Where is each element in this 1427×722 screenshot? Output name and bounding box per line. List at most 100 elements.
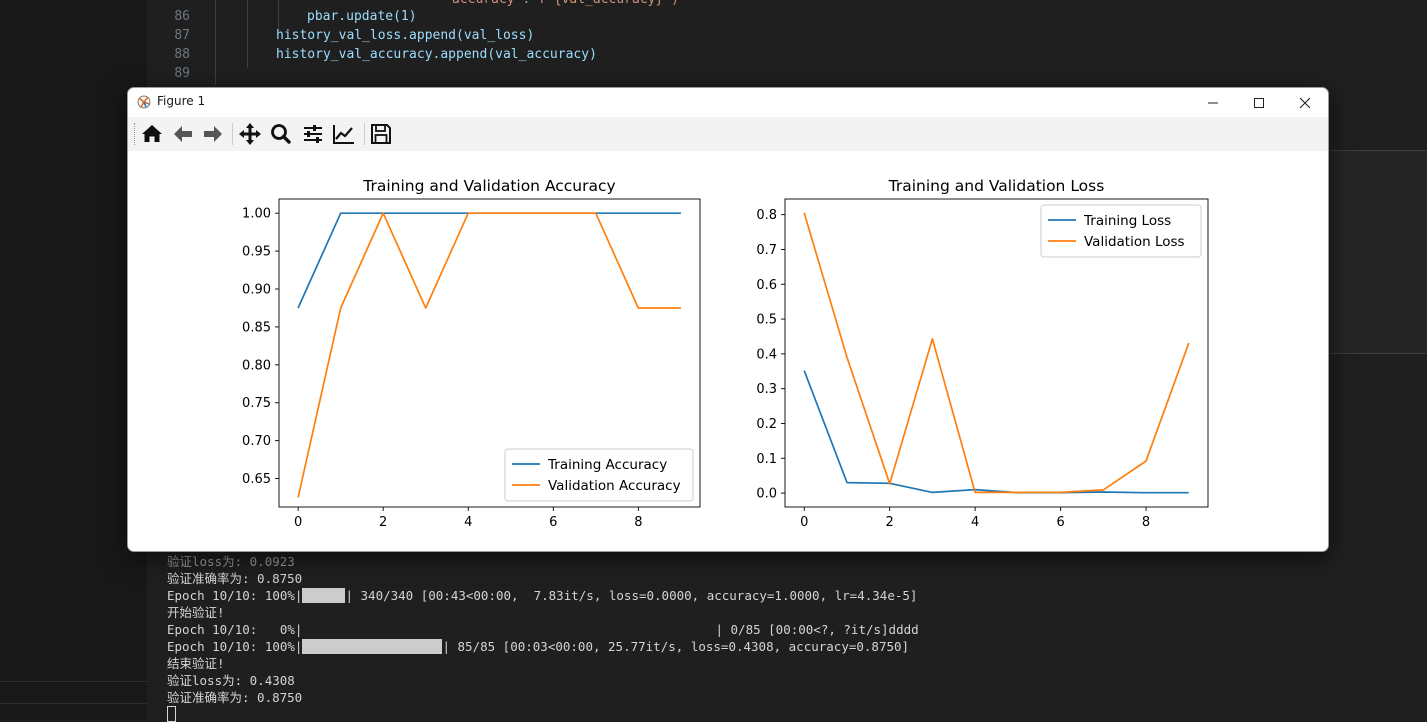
y-tick-label: 0.75 <box>242 396 271 411</box>
code-line-88: history_val_accuracy.append(val_accuracy… <box>276 47 597 62</box>
terminal-line: 验证准确率为: 0.8750 <box>167 690 303 705</box>
series-line <box>297 212 681 309</box>
terminal-text: | 85/85 [00:03<00:00, 25.77it/s, loss=0.… <box>442 639 910 654</box>
terminal[interactable]: 验证loss为: 0.0923 验证准确率为: 0.8750 Epoch 10/… <box>147 551 1427 722</box>
legend-label: Training Loss <box>1083 213 1171 229</box>
y-tick-label: 0.4 <box>756 347 777 362</box>
terminal-text: | 340/340 [00:43<00:00, 7.83it/s, loss=0… <box>345 588 918 603</box>
figure-window[interactable]: Figure 1 <box>127 87 1329 552</box>
series-line <box>803 212 1190 494</box>
legend <box>1040 204 1202 258</box>
x-tick-label: 6 <box>1056 515 1064 530</box>
save-button[interactable] <box>368 122 394 146</box>
zoom-button[interactable] <box>268 122 294 146</box>
legend-label: Validation Loss <box>1084 234 1185 250</box>
toolbar-separator <box>364 123 365 145</box>
y-tick-label: 0.90 <box>242 283 271 298</box>
plot-canvas[interactable]: Training and Validation Accuracy 0 2 4 6 8 0.6… <box>128 151 1328 551</box>
charts-svg: Training and Validation Accuracy 0 2 4 6 8 0.6… <box>242 177 1209 530</box>
edit-axis-button[interactable] <box>331 122 357 146</box>
line-number: 86 <box>174 9 190 24</box>
home-icon <box>142 125 162 142</box>
indent-guide <box>247 0 248 68</box>
pan-button[interactable] <box>237 122 263 146</box>
pan-icon <box>239 123 261 145</box>
legend-label: Training Accuracy <box>547 457 667 473</box>
maximize-button[interactable] <box>1236 88 1282 117</box>
y-tick-label: 0.1 <box>756 452 777 467</box>
line-number: 87 <box>174 28 190 43</box>
minimize-icon <box>1208 102 1218 104</box>
forward-arrow-icon <box>204 126 222 142</box>
configure-subplots-button[interactable] <box>300 122 326 146</box>
progress-bar-val-start <box>302 622 715 637</box>
y-tick-label: 0.3 <box>756 382 777 397</box>
accuracy-chart: Training and Validation Accuracy 0 2 4 6 8 0.6… <box>242 177 701 530</box>
terminal-line: Epoch 10/10: 100%| | 85/85 [00:03<00:00, … <box>167 638 909 655</box>
indent-guide <box>278 0 279 30</box>
line-number: 89 <box>174 66 190 81</box>
window-titlebar[interactable]: Figure 1 <box>128 88 1328 117</box>
x-tick-label: 8 <box>1142 515 1150 530</box>
loss-chart: Training and Validation Loss 0 2 4 6 8 0.0 0.1 0… <box>756 177 1209 530</box>
terminal-line: 验证loss为: 0.4308 <box>167 673 295 688</box>
back-button[interactable] <box>170 122 196 146</box>
terminal-text: Epoch 10/10: 100%| <box>167 639 303 654</box>
y-tick-label: 0.5 <box>756 313 777 328</box>
edit-axis-icon <box>333 125 354 144</box>
forward-button[interactable] <box>200 122 226 146</box>
terminal-text: Epoch 10/10: 100%| <box>167 588 303 603</box>
progress-bar-train <box>302 588 346 603</box>
x-tick-label: 2 <box>886 515 894 530</box>
series-line <box>803 370 1189 494</box>
y-tick-label: 0.2 <box>756 417 777 432</box>
minimize-button[interactable] <box>1190 88 1236 117</box>
legend <box>504 448 694 502</box>
y-tick-label: 0.65 <box>242 472 271 487</box>
home-button[interactable] <box>139 122 165 146</box>
maximize-icon <box>1254 98 1264 108</box>
plot-frame <box>784 198 1209 508</box>
code-line-86: pbar.update(1) <box>307 9 417 24</box>
terminal-text: Epoch 10/10: 0%| <box>167 622 303 637</box>
terminal-text: | 0/85 [00:00<?, ?it/s]dddd <box>715 622 919 637</box>
figure-toolbar <box>128 117 1328 152</box>
y-tick-label: 1.00 <box>242 207 271 222</box>
indent-guide <box>215 0 216 85</box>
y-tick-label: 0.6 <box>756 278 777 293</box>
toolbar-grip <box>134 123 137 145</box>
x-tick-label: 0 <box>294 515 302 530</box>
y-tick-label: 0.70 <box>242 434 271 449</box>
legend-label: Validation Accuracy <box>548 478 681 494</box>
line-number: 88 <box>174 47 190 62</box>
close-button[interactable] <box>1282 88 1328 117</box>
back-arrow-icon <box>174 126 192 142</box>
terminal-line: Epoch 10/10: 0%| | 0/85 [00:00<?, ?it/s]d… <box>167 621 919 638</box>
x-tick-label: 6 <box>549 515 557 530</box>
x-tick-label: 2 <box>379 515 387 530</box>
save-icon <box>371 124 391 144</box>
toolbar-separator <box>232 123 233 145</box>
x-tick-label: 8 <box>634 515 642 530</box>
x-tick-label: 4 <box>464 515 472 530</box>
panel-divider <box>0 703 147 704</box>
matplotlib-icon <box>137 95 151 109</box>
y-tick-label: 0.85 <box>242 320 271 335</box>
x-tick-label: 4 <box>971 515 979 530</box>
terminal-line: 结束验证! <box>167 656 225 671</box>
terminal-line: 验证loss为: 0.0923 <box>167 554 295 569</box>
side-panel <box>1327 150 1427 354</box>
close-icon <box>1299 97 1311 109</box>
chart-title: Training and Validation Loss <box>888 177 1105 195</box>
zoom-icon <box>271 124 291 144</box>
y-tick-label: 0.8 <box>756 208 777 223</box>
ide-side-panel <box>0 0 148 720</box>
terminal-line: 验证准确率为: 0.8750 <box>167 571 303 586</box>
progress-bar-val-end <box>302 639 443 654</box>
series-line <box>297 212 681 498</box>
plot-frame <box>278 198 701 508</box>
terminal-line: Epoch 10/10: 100%| | 340/340 [00:43<00:00… <box>167 587 917 604</box>
terminal-line: 开始验证! <box>167 605 225 620</box>
panel-divider <box>0 681 147 682</box>
code-line-partial: accuracy": f"{val_accuracy}") <box>452 0 679 9</box>
